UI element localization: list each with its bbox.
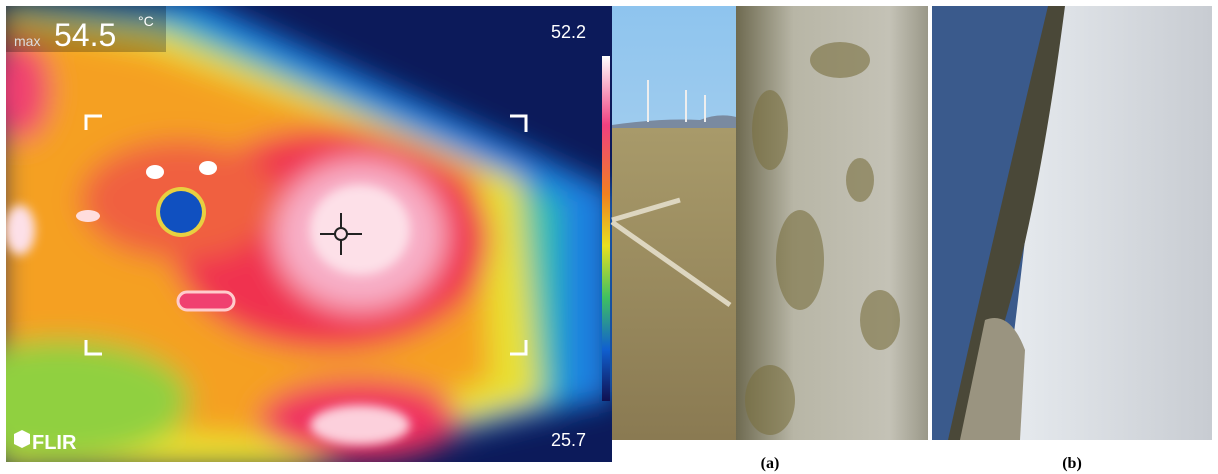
- max-value: 54.5: [54, 17, 116, 53]
- unit: °C: [138, 13, 154, 29]
- scale-top: 52.2: [551, 22, 586, 42]
- scale-bottom: 25.7: [551, 430, 586, 450]
- brand-logo: FLIR: [32, 432, 77, 454]
- caption-b: (b): [1062, 455, 1082, 472]
- photo-a: [612, 6, 928, 440]
- caption-a: (a): [761, 455, 780, 472]
- photo-b: [932, 6, 1212, 440]
- max-label: max: [14, 33, 40, 49]
- figure: max 54.5 °C 52.2 25.7 FLIR (a) (b): [0, 0, 1218, 474]
- figure-canvas: max 54.5 °C 52.2 25.7 FLIR (a) (b): [0, 0, 1218, 474]
- thermal-image: [0, 0, 612, 470]
